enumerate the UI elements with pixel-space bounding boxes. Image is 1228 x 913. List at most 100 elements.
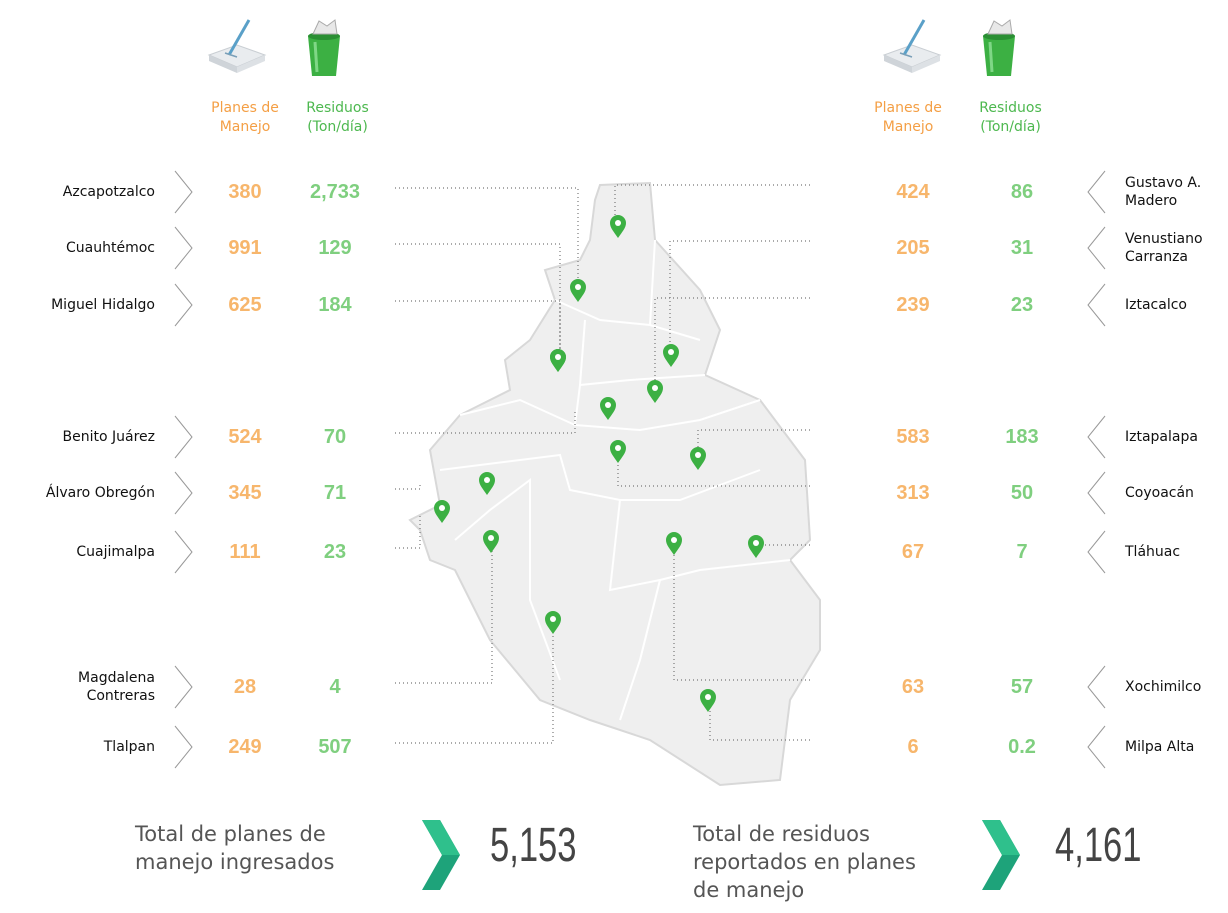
map-pin: [663, 344, 679, 367]
leader-line: [395, 187, 579, 292]
planes-value: 111: [229, 541, 261, 563]
map-pin: [434, 500, 450, 523]
residuos-value: 70: [323, 426, 347, 448]
residuos-value: 183: [1005, 426, 1039, 448]
residuos-value: 4: [329, 676, 341, 698]
header-residuos: Residuos (Ton/día): [306, 100, 369, 135]
chevron: [174, 665, 193, 709]
district-name: Tlalpan: [103, 739, 155, 755]
map-pin: [748, 535, 764, 558]
leader-line: [395, 624, 554, 744]
map-borders: [439, 239, 791, 721]
planes-value: 67: [901, 541, 925, 563]
map-pin-dot: [705, 694, 711, 700]
planes-value: 63: [901, 676, 925, 698]
map-pin: [610, 215, 626, 238]
map-pin-dot: [615, 220, 621, 226]
map-pin-dot: [605, 402, 611, 408]
residuos-value: 23: [323, 541, 347, 563]
district-name: Tláhuac: [1125, 544, 1181, 560]
residuos-value: 71: [323, 482, 347, 504]
planes-value: 345: [228, 482, 262, 504]
map-pin: [690, 447, 706, 470]
district-name: Iztapalapa: [1125, 429, 1198, 445]
residuos-value: 2,733: [309, 181, 361, 203]
map-pin-dot: [615, 445, 621, 451]
leader-line: [395, 300, 561, 362]
planes-value: 249: [228, 736, 262, 758]
map-pin: [600, 397, 616, 420]
planes-value: 380: [228, 181, 262, 203]
planes-value: 28: [233, 676, 257, 698]
chevron: [174, 471, 193, 515]
chevron: [1087, 725, 1106, 769]
residuos-value: 57: [1010, 676, 1034, 698]
district-name: Azcapotzalco: [62, 184, 155, 200]
planes-value: 205: [896, 237, 930, 259]
planes-value: 313: [896, 482, 930, 504]
chevron: [174, 226, 193, 270]
residuos-value: 86: [1010, 181, 1034, 203]
total-label: Total de residuos reportados en planes d…: [693, 822, 916, 902]
chevron: [1087, 471, 1106, 515]
total-chevron-shade: [422, 820, 460, 855]
leader-line: [395, 513, 421, 549]
residuos-value: 129: [318, 237, 352, 259]
map-pin-dot: [488, 535, 494, 541]
notepad-icon: [882, 19, 942, 73]
map-pin: [570, 279, 586, 302]
planes-value: 6: [907, 736, 919, 758]
map-pin-dot: [671, 537, 677, 543]
map-pin-dot: [575, 284, 581, 290]
planes-value: 625: [228, 294, 262, 316]
map-pin: [545, 611, 561, 634]
leader-line: [395, 243, 561, 362]
residuos-value: 507: [318, 736, 352, 758]
bin-icon: [308, 19, 340, 76]
residuos-value: 50: [1010, 482, 1034, 504]
leader-line: [617, 453, 810, 487]
district-name: Cuajimalpa: [76, 544, 155, 560]
map-pin: [610, 440, 626, 463]
total-chevron-shade: [982, 820, 1020, 855]
map-pin-dot: [668, 349, 674, 355]
leader-line: [709, 702, 810, 741]
district-name: Cuauhtémoc: [66, 240, 155, 256]
leader-line: [673, 545, 810, 681]
chevron: [1087, 283, 1106, 327]
leader-line: [669, 240, 810, 357]
chevron: [174, 283, 193, 327]
leader-line: [395, 410, 576, 434]
header-residuos: Residuos (Ton/día): [979, 100, 1042, 135]
district-name: Miguel Hidalgo: [51, 297, 155, 313]
district-name: Álvaro Obregón: [45, 485, 155, 501]
district-name: Iztacalco: [1125, 297, 1187, 313]
planes-value: 991: [228, 237, 262, 259]
map: [408, 181, 821, 787]
bin-icon: [983, 19, 1015, 76]
district-name: Benito Juárez: [62, 429, 155, 445]
chevron: [1087, 665, 1106, 709]
planes-value: 524: [228, 426, 262, 448]
header-planes: Planes de Manejo: [874, 100, 942, 135]
leader-line: [614, 184, 810, 228]
map-pin: [479, 472, 495, 495]
map-pin-dot: [753, 540, 759, 546]
district-name: Gustavo A. Madero: [1125, 175, 1202, 209]
residuos-value: 7: [1016, 541, 1028, 563]
map-pin-dot: [439, 505, 445, 511]
chevron: [1087, 415, 1106, 459]
map-pin: [483, 530, 499, 553]
district-name: Milpa Alta: [1125, 739, 1195, 755]
residuos-value: 0.2: [1008, 736, 1036, 758]
map-pin: [647, 380, 663, 403]
total-label: Total de planes de manejo ingresados: [135, 822, 335, 874]
planes-value: 239: [896, 294, 930, 316]
chevron: [1087, 226, 1106, 270]
chevron: [174, 725, 193, 769]
notepad-icon: [207, 19, 267, 73]
chevron: [174, 415, 193, 459]
district-name: Coyoacán: [1125, 485, 1194, 501]
